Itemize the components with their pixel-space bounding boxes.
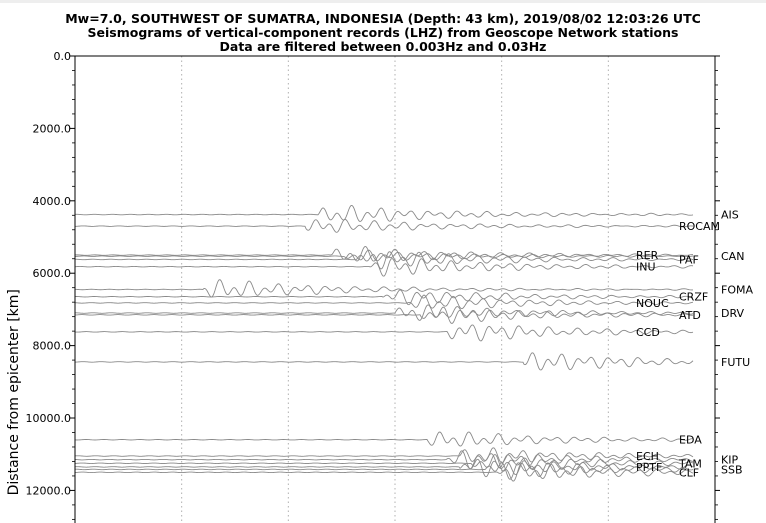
station-label-eda: EDA [679, 434, 702, 447]
y-tick-label: 6000.0 [33, 267, 72, 280]
plot-frame [74, 55, 716, 523]
station-label-clf: CLF [679, 466, 699, 479]
trace-futu [74, 352, 694, 371]
y-tick-label: 4000.0 [33, 195, 72, 208]
station-label-ssb: SSB [721, 463, 743, 476]
trace-inu [74, 258, 694, 277]
y-tick-label: 8000.0 [33, 340, 72, 353]
trace-kip [74, 450, 694, 470]
station-label-pptf: PPTF [636, 461, 662, 474]
trace-crzf [74, 289, 694, 306]
trace-drv [74, 304, 694, 321]
trace-paf [74, 251, 694, 270]
station-label-nouc: NOUC [636, 297, 669, 310]
station-label-drv: DRV [721, 307, 745, 320]
station-label-can: CAN [721, 250, 744, 263]
trace-ssb [74, 462, 694, 480]
trace-rocam [74, 218, 694, 233]
chart-title-line-2: Seismograms of vertical-component record… [87, 25, 679, 40]
station-label-rocam: ROCAM [679, 220, 720, 233]
trace-pptf [74, 458, 694, 478]
station-label-rer: RER [636, 249, 659, 262]
y-axis-ticks: 0.0 2000.0 4000.0 6000.0 8000.0 10000.0 12000.… [26, 50, 720, 520]
station-label-inu: INU [636, 261, 656, 274]
y-tick-label: 0.0 [54, 50, 72, 63]
station-label-kip: KIP [721, 454, 738, 467]
trace-foma [74, 279, 694, 298]
window-top-strip [0, 0, 766, 3]
station-label-ech: ECH [636, 450, 659, 463]
y-tick-label: 2000.0 [33, 122, 72, 135]
trace-nouc [74, 294, 694, 310]
seismogram-traces [74, 204, 694, 482]
station-label-foma: FOMA [721, 284, 753, 297]
y-tick-label: 10000.0 [26, 412, 72, 425]
station-label-paf: PAF [679, 253, 699, 266]
y-tick-label: 12000.0 [26, 484, 72, 497]
station-label-crzf: CRZF [679, 291, 708, 304]
chart-title-line-3: Data are filtered between 0.003Hz and 0.… [219, 39, 547, 54]
trace-ech [74, 447, 694, 464]
y-axis-label: Distance from epicenter [km] [6, 289, 22, 495]
station-label-atd: ATD [679, 309, 701, 322]
trace-rer [74, 245, 694, 262]
trace-atd [74, 306, 694, 324]
trace-tam [74, 454, 694, 472]
chart-title-line-1: Mw=7.0, SOUTHWEST OF SUMATRA, INDONESIA … [65, 11, 701, 26]
trace-ccd [74, 324, 694, 342]
station-label-tam: TAM [678, 457, 702, 470]
station-label-ais: AIS [721, 209, 739, 222]
station-label-futu: FUTU [721, 356, 750, 369]
trace-ais [74, 204, 694, 223]
grid-lines [181, 56, 609, 523]
trace-clf [74, 462, 694, 482]
trace-eda [74, 431, 694, 447]
trace-can [74, 249, 694, 262]
station-label-ccd: CCD [636, 326, 660, 339]
